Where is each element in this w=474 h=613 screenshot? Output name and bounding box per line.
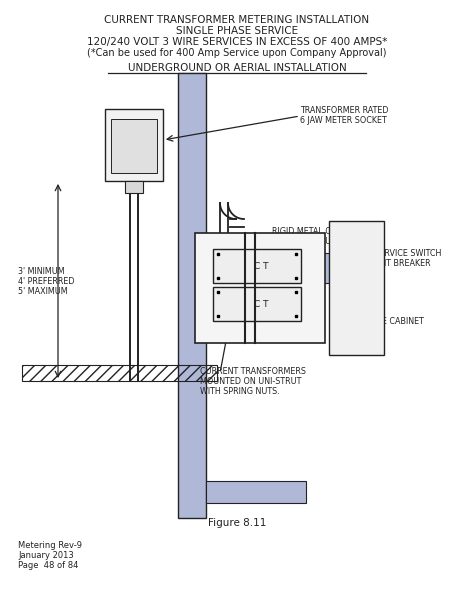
- Bar: [178, 73, 206, 518]
- Text: CURRENT TRANSFORMERS: CURRENT TRANSFORMERS: [200, 367, 306, 376]
- Text: 4' PREFERRED: 4' PREFERRED: [18, 276, 74, 286]
- Text: January 2013: January 2013: [18, 550, 74, 560]
- Text: 3' MINIMUM: 3' MINIMUM: [18, 267, 64, 275]
- Bar: [329, 221, 384, 355]
- Text: FUSED SERVICE SWITCH: FUSED SERVICE SWITCH: [345, 248, 441, 257]
- Text: CURRENT TRANSFORMER METERING INSTALLATION: CURRENT TRANSFORMER METERING INSTALLATIO…: [104, 15, 370, 25]
- Text: 5' MAXIMUM: 5' MAXIMUM: [18, 286, 68, 295]
- Text: MOUNTED ON UNI-STRUT: MOUNTED ON UNI-STRUT: [200, 376, 301, 386]
- Bar: [206, 481, 306, 503]
- Text: C T: C T: [254, 300, 268, 308]
- Text: SINGLE PHASE SERVICE: SINGLE PHASE SERVICE: [176, 26, 298, 36]
- Text: WITH SPRING NUTS.: WITH SPRING NUTS.: [200, 387, 280, 395]
- Text: BOND THE CABINET: BOND THE CABINET: [345, 316, 424, 326]
- Text: Page  48 of 84: Page 48 of 84: [18, 560, 78, 569]
- Text: RIGID METAL CONDUIT: RIGID METAL CONDUIT: [272, 226, 362, 235]
- Text: UNDERGROUND OR AERIAL INSTALLATION: UNDERGROUND OR AERIAL INSTALLATION: [128, 63, 346, 73]
- Text: Figure 8.11: Figure 8.11: [208, 518, 266, 528]
- Bar: [213, 287, 301, 321]
- Bar: [105, 109, 163, 181]
- Text: OR CIRCUIT BREAKER: OR CIRCUIT BREAKER: [345, 259, 430, 267]
- Bar: [213, 249, 301, 283]
- Text: 120/240 VOLT 3 WIRE SERVICES IN EXCESS OF 400 AMPS*: 120/240 VOLT 3 WIRE SERVICES IN EXCESS O…: [87, 37, 387, 47]
- Text: Metering Rev-9: Metering Rev-9: [18, 541, 82, 549]
- Bar: [195, 233, 325, 343]
- Text: 6 JAW METER SOCKET: 6 JAW METER SOCKET: [300, 115, 387, 124]
- Text: (*Can be used for 400 Amp Service upon Company Approval): (*Can be used for 400 Amp Service upon C…: [87, 48, 387, 58]
- Bar: [206, 253, 344, 283]
- Bar: [22, 365, 217, 381]
- Bar: [111, 119, 157, 173]
- Text: TRANSFORMER RATED: TRANSFORMER RATED: [300, 105, 389, 115]
- Bar: [125, 181, 143, 193]
- Text: C T: C T: [254, 262, 268, 270]
- Text: 1  1/2" MINIMUM: 1 1/2" MINIMUM: [272, 237, 338, 245]
